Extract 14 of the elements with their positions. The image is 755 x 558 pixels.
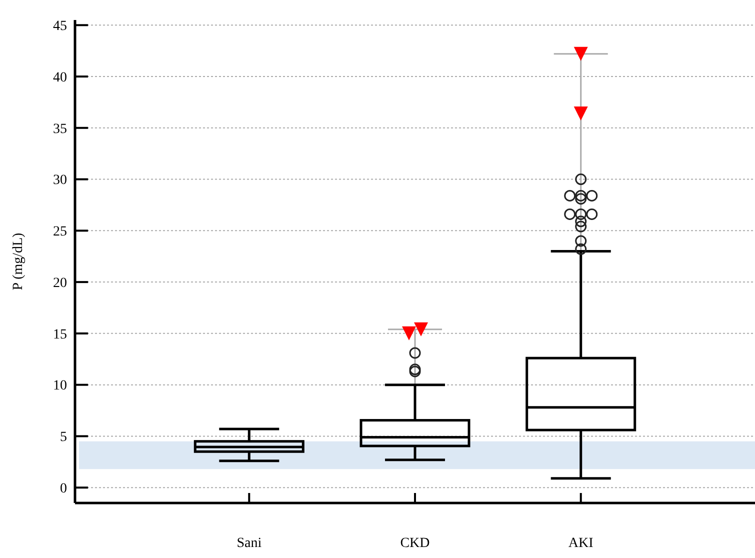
y-tick-label: 40 — [53, 70, 67, 86]
y-tick-label: 15 — [53, 327, 67, 342]
y-tick-label: 20 — [53, 276, 67, 291]
y-tick-label: 5 — [60, 430, 67, 446]
y-tick-label: 25 — [53, 224, 67, 240]
x-tick-label: Sani — [236, 536, 262, 551]
x-tick-label: CKD — [400, 536, 430, 551]
y-tick-label: 30 — [53, 173, 67, 188]
y-tick-label: 0 — [60, 481, 67, 496]
x-tick-label: AKI — [568, 536, 594, 551]
y-tick-label: 10 — [53, 378, 67, 394]
y-tick-label: 35 — [53, 122, 67, 137]
y-axis-title: P (mg/dL) — [11, 232, 26, 290]
y-tick-label: 45 — [53, 19, 67, 34]
